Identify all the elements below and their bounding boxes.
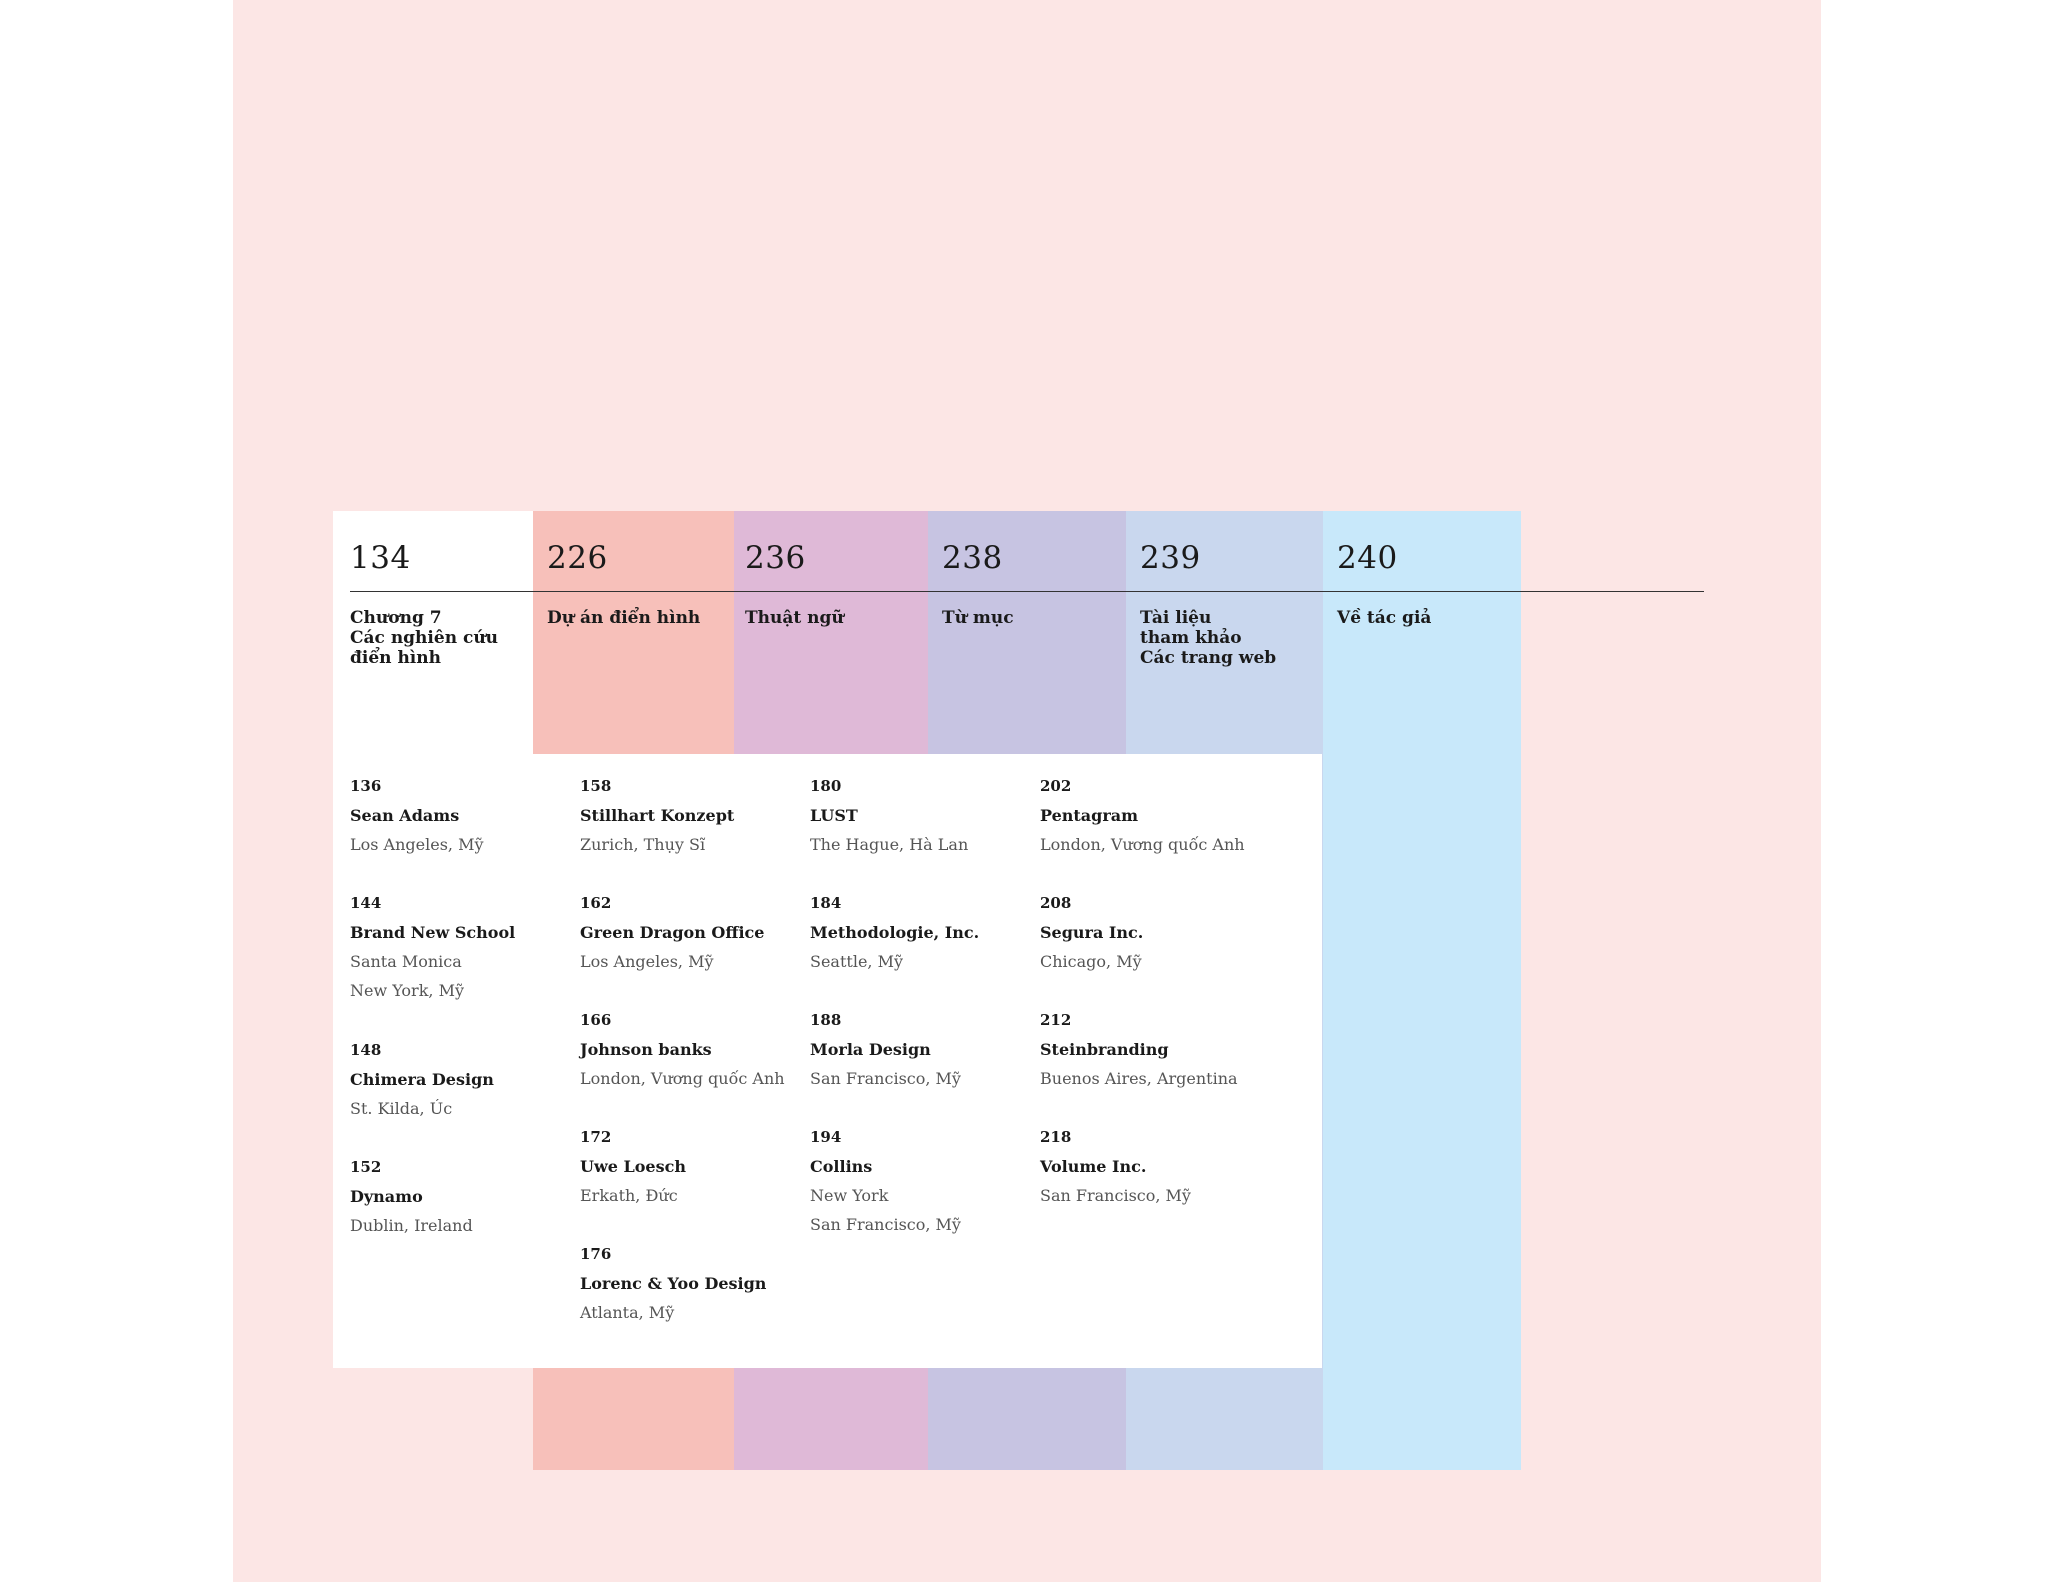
case-study-entry: 212 Steinbranding Buenos Aires, Argentin… bbox=[1040, 1006, 1265, 1093]
entry-page: 194 bbox=[810, 1128, 842, 1146]
entry-page: 166 bbox=[580, 1011, 612, 1029]
case-study-entry: 188 Morla Design San Francisco, Mỹ bbox=[810, 1006, 1035, 1093]
entry-page: 176 bbox=[580, 1245, 612, 1263]
entry-page: 208 bbox=[1040, 894, 1072, 912]
header-rule bbox=[350, 591, 1704, 592]
case-study-entry: 136 Sean Adams Los Angeles, Mỹ bbox=[350, 772, 575, 859]
entry-name: Morla Design bbox=[810, 1040, 931, 1059]
entry-location: Erkath, Đức bbox=[580, 1186, 678, 1205]
entry-page: 148 bbox=[350, 1041, 382, 1059]
entry-location: Chicago, Mỹ bbox=[1040, 952, 1142, 971]
entry-location: The Hague, Hà Lan bbox=[810, 835, 969, 854]
entry-location: Atlanta, Mỹ bbox=[580, 1303, 675, 1322]
case-study-entry: 172 Uwe Loesch Erkath, Đức bbox=[580, 1123, 805, 1210]
section-band-240 bbox=[1323, 511, 1521, 1470]
chapter-header-cell bbox=[333, 511, 533, 755]
case-study-entry: 180 LUST The Hague, Hà Lan bbox=[810, 772, 1035, 859]
case-study-entry: 162 Green Dragon Office Los Angeles, Mỹ bbox=[580, 889, 805, 976]
entry-name: Johnson banks bbox=[580, 1040, 712, 1059]
case-study-entry: 158 Stillhart Konzept Zurich, Thụy Sĩ bbox=[580, 772, 805, 859]
section-title: Về tác giả bbox=[1337, 608, 1432, 628]
entry-name: Collins bbox=[810, 1157, 873, 1176]
section-number: 239 bbox=[1140, 540, 1201, 576]
entry-name: Chimera Design bbox=[350, 1070, 494, 1089]
case-study-entry: 144 Brand New School Santa Monica New Yo… bbox=[350, 889, 575, 1005]
entry-name: Sean Adams bbox=[350, 806, 460, 825]
entry-name: Volume Inc. bbox=[1040, 1157, 1147, 1176]
section-title: Thuật ngữ bbox=[745, 608, 844, 628]
entry-name: Stillhart Konzept bbox=[580, 806, 735, 825]
entry-page: 218 bbox=[1040, 1128, 1072, 1146]
entry-name: Dynamo bbox=[350, 1187, 423, 1206]
case-study-entry: 176 Lorenc & Yoo Design Atlanta, Mỹ bbox=[580, 1240, 805, 1327]
entry-page: 212 bbox=[1040, 1011, 1072, 1029]
entry-name: Uwe Loesch bbox=[580, 1157, 686, 1176]
entry-page: 136 bbox=[350, 777, 382, 795]
entry-name: Lorenc & Yoo Design bbox=[580, 1274, 767, 1293]
case-study-entry: 152 Dynamo Dublin, Ireland bbox=[350, 1153, 575, 1240]
entry-location: San Francisco, Mỹ bbox=[1040, 1186, 1191, 1205]
entry-page: 162 bbox=[580, 894, 612, 912]
section-title: Từ mục bbox=[942, 608, 1014, 628]
section-number: 226 bbox=[547, 540, 608, 576]
entry-location: New York San Francisco, Mỹ bbox=[810, 1186, 961, 1234]
entry-location: Seattle, Mỹ bbox=[810, 952, 904, 971]
entry-name: LUST bbox=[810, 806, 858, 825]
entry-page: 158 bbox=[580, 777, 612, 795]
case-study-entry: 202 Pentagram London, Vương quốc Anh bbox=[1040, 772, 1265, 859]
entry-location: St. Kilda, Úc bbox=[350, 1099, 453, 1118]
entry-name: Steinbranding bbox=[1040, 1040, 1169, 1059]
entry-page: 144 bbox=[350, 894, 382, 912]
entry-page: 172 bbox=[580, 1128, 612, 1146]
case-study-entry: 208 Segura Inc. Chicago, Mỹ bbox=[1040, 889, 1265, 976]
entry-location: Los Angeles, Mỹ bbox=[350, 835, 484, 854]
section-number: 238 bbox=[942, 540, 1003, 576]
section-title: Dự án điển hình bbox=[547, 608, 701, 628]
case-study-panel bbox=[333, 754, 1322, 1368]
section-title: Chương 7 Các nghiên cứu điển hình bbox=[350, 608, 499, 668]
entry-page: 184 bbox=[810, 894, 842, 912]
case-study-entry: 194 Collins New York San Francisco, Mỹ bbox=[810, 1123, 1035, 1239]
entry-page: 180 bbox=[810, 777, 842, 795]
section-number: 134 bbox=[350, 540, 411, 576]
section-title: Tài liệu tham khảo Các trang web bbox=[1140, 608, 1277, 668]
entry-page: 152 bbox=[350, 1158, 382, 1176]
entry-location: San Francisco, Mỹ bbox=[810, 1069, 961, 1088]
entry-location: Santa Monica New York, Mỹ bbox=[350, 952, 464, 1000]
entry-name: Brand New School bbox=[350, 923, 516, 942]
section-number: 240 bbox=[1337, 540, 1398, 576]
entry-location: Dublin, Ireland bbox=[350, 1216, 473, 1235]
case-study-entry: 166 Johnson banks London, Vương quốc Anh bbox=[580, 1006, 805, 1093]
entry-location: Buenos Aires, Argentina bbox=[1040, 1069, 1238, 1088]
entry-name: Methodologie, Inc. bbox=[810, 923, 980, 942]
case-study-entry: 148 Chimera Design St. Kilda, Úc bbox=[350, 1036, 575, 1123]
entry-page: 202 bbox=[1040, 777, 1072, 795]
entry-location: London, Vương quốc Anh bbox=[1040, 835, 1245, 854]
entry-page: 188 bbox=[810, 1011, 842, 1029]
case-study-entry: 218 Volume Inc. San Francisco, Mỹ bbox=[1040, 1123, 1265, 1210]
entry-location: Los Angeles, Mỹ bbox=[580, 952, 714, 971]
entry-name: Pentagram bbox=[1040, 806, 1139, 825]
case-study-entry: 184 Methodologie, Inc. Seattle, Mỹ bbox=[810, 889, 1035, 976]
entry-name: Segura Inc. bbox=[1040, 923, 1144, 942]
entry-location: Zurich, Thụy Sĩ bbox=[580, 835, 706, 854]
section-number: 236 bbox=[745, 540, 806, 576]
entry-location: London, Vương quốc Anh bbox=[580, 1069, 785, 1088]
entry-name: Green Dragon Office bbox=[580, 923, 765, 942]
